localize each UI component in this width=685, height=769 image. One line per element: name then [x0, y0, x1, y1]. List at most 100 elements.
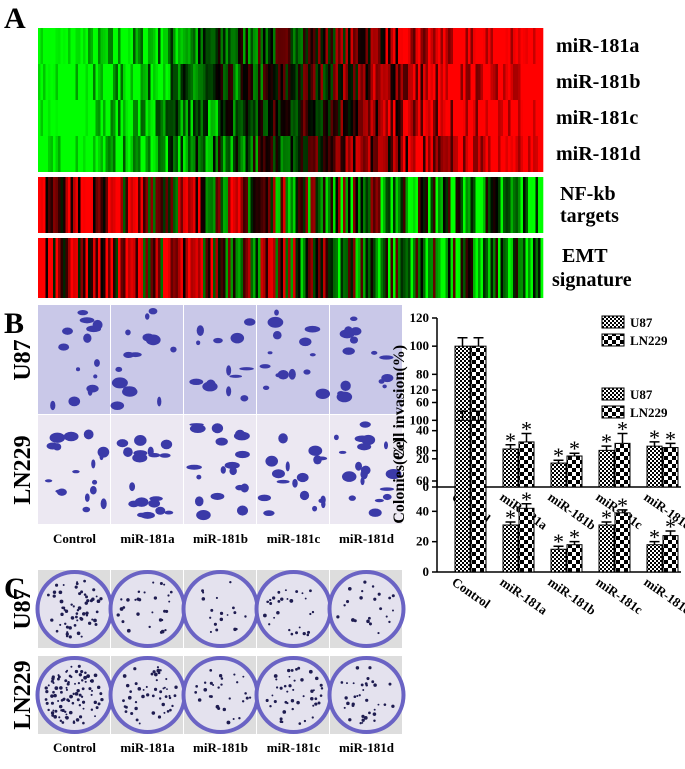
heatmap-cell — [538, 28, 541, 64]
panel-label: C — [4, 572, 26, 605]
error-bar — [617, 509, 628, 513]
heatmap-cell — [518, 136, 521, 172]
micrograph — [257, 415, 329, 524]
heatmap-cell — [250, 100, 254, 136]
heatmap-cell — [473, 136, 476, 172]
heatmap-cell — [133, 238, 136, 298]
heatmap-cell — [128, 100, 131, 136]
heatmap-cell — [248, 177, 251, 233]
colony — [304, 597, 307, 600]
heatmap-cell — [115, 136, 119, 172]
heatmap-cell — [178, 238, 181, 298]
heatmap-cell — [148, 100, 151, 136]
heatmap-cell — [63, 136, 66, 172]
heatmap-cell — [218, 100, 221, 136]
colony — [47, 708, 50, 712]
heatmap-cell — [60, 100, 64, 136]
heatmap-cell — [398, 136, 401, 172]
heatmap-cell — [93, 238, 96, 298]
heatmap-cell — [458, 177, 461, 233]
heatmap-cell — [480, 177, 484, 233]
bar — [662, 535, 679, 573]
colony — [368, 666, 372, 670]
cell — [99, 453, 104, 461]
heatmap-cell — [195, 100, 199, 136]
colony — [69, 694, 73, 699]
colony — [71, 701, 75, 705]
heatmap-cell — [263, 177, 266, 233]
heatmap-cell — [55, 28, 59, 64]
colony — [291, 707, 294, 711]
heatmap-cell — [320, 177, 324, 233]
heatmap-cell — [288, 100, 291, 136]
heatmap-cell — [155, 100, 159, 136]
heatmap-cell — [210, 238, 214, 298]
colony — [245, 696, 249, 700]
heatmap-cell — [345, 28, 349, 64]
heatmap-cell — [205, 136, 209, 172]
heatmap-cell — [185, 238, 189, 298]
heatmap-cell — [65, 238, 69, 298]
heatmap-cell — [233, 28, 236, 64]
heatmap-cell — [468, 136, 471, 172]
heatmap-cell — [508, 64, 511, 100]
colony — [388, 620, 391, 624]
colony — [52, 681, 55, 684]
heatmap-cell — [493, 64, 496, 100]
cell — [144, 313, 150, 320]
heatmap-cell — [503, 177, 506, 233]
heatmap-cell — [208, 136, 211, 172]
cell — [229, 374, 243, 378]
colony — [77, 606, 82, 610]
heatmap-cell — [80, 238, 84, 298]
cell — [259, 364, 271, 369]
heatmap-cell — [73, 64, 76, 100]
heatmap-cell — [460, 238, 464, 298]
heatmap-cell — [168, 100, 171, 136]
heatmap-cell — [428, 28, 431, 64]
heatmap-cell — [70, 28, 74, 64]
heatmap-cell — [153, 28, 156, 64]
heatmap-cell — [255, 28, 259, 64]
heatmap-cell — [160, 238, 164, 298]
heatmap-cell — [228, 100, 231, 136]
heatmap-cell — [260, 177, 264, 233]
colony — [148, 625, 151, 629]
colony — [138, 722, 141, 725]
heatmap-cell — [470, 238, 474, 298]
heatmap-cell — [65, 177, 69, 233]
heatmap-cell — [420, 28, 424, 64]
colony — [265, 698, 269, 703]
heatmap-cell — [223, 177, 226, 233]
heatmap-cell — [278, 136, 281, 172]
heatmap-cell — [273, 100, 276, 136]
colony — [203, 681, 207, 684]
heatmap-cell — [110, 238, 114, 298]
heatmap-cell — [68, 100, 71, 136]
cell — [164, 510, 174, 515]
heatmap-cell — [388, 64, 391, 100]
cell — [262, 385, 270, 391]
heatmap-cell — [260, 28, 264, 64]
cell — [123, 351, 135, 359]
heatmap-cell — [398, 177, 401, 233]
heatmap-cell — [203, 28, 206, 64]
cell — [276, 479, 290, 484]
heatmap-cell — [58, 64, 61, 100]
heatmap-cell — [173, 136, 176, 172]
heatmap-cell — [385, 136, 389, 172]
heatmap-cell — [448, 136, 451, 172]
colony — [169, 708, 172, 712]
heatmap-cell — [123, 136, 126, 172]
heatmap-cell — [473, 28, 476, 64]
column-label: miR-181a — [120, 531, 175, 546]
cell — [196, 340, 201, 346]
heatmap-cell — [90, 136, 94, 172]
heatmap-cell — [353, 28, 356, 64]
heatmap-cell — [133, 28, 136, 64]
heatmap-cell — [375, 28, 379, 64]
heatmap-cell — [230, 238, 234, 298]
colony — [222, 707, 227, 712]
heatmap-cell — [383, 64, 386, 100]
heatmap-cell — [353, 238, 356, 298]
